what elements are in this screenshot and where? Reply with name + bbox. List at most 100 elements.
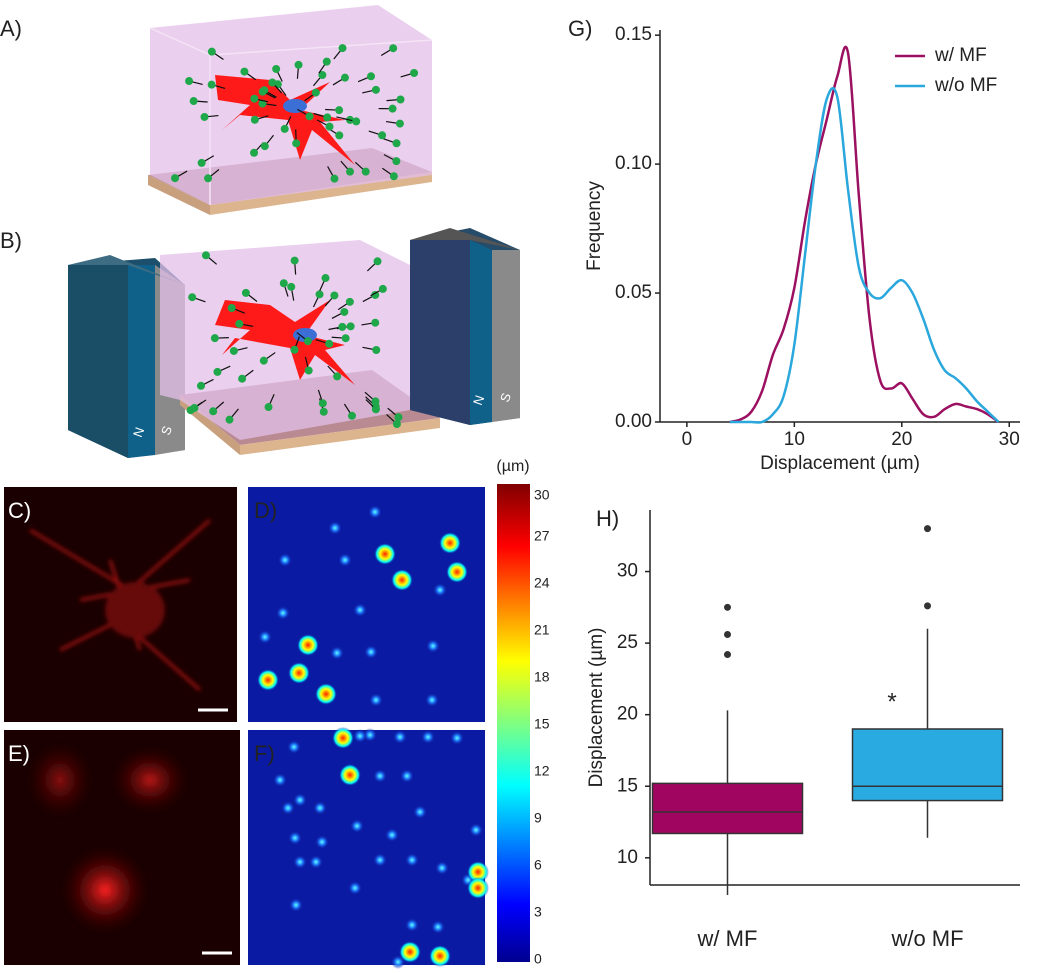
cell-image-e xyxy=(25,740,190,935)
colorbar-tick-label: 27 xyxy=(534,528,550,544)
y-tick-label: 0.15 xyxy=(615,24,652,45)
spot xyxy=(289,898,303,912)
particle xyxy=(280,124,289,133)
particle xyxy=(311,88,320,97)
y-tick-label: 25 xyxy=(617,632,638,653)
particle xyxy=(341,334,350,343)
particle xyxy=(197,158,206,167)
legend-label: w/ MF xyxy=(934,45,987,66)
particle xyxy=(264,403,273,412)
particle xyxy=(347,411,356,420)
y-tick-label: 30 xyxy=(617,561,638,582)
outlier xyxy=(924,602,931,610)
particle xyxy=(371,290,380,299)
particle xyxy=(346,167,355,176)
particle xyxy=(290,256,299,265)
particle xyxy=(171,174,180,183)
x-axis-label: Displacement (µm) xyxy=(760,453,920,474)
particle xyxy=(330,174,339,183)
x-tick-label: 0 xyxy=(682,429,693,450)
particle xyxy=(388,104,397,113)
spot xyxy=(435,861,449,875)
particle xyxy=(290,345,299,354)
spot xyxy=(338,553,352,567)
particle xyxy=(371,397,380,406)
spot xyxy=(425,693,439,707)
particle-dots xyxy=(171,44,419,429)
particle xyxy=(319,407,328,416)
panel-label: D) xyxy=(254,498,277,523)
spot xyxy=(373,853,387,867)
heatmap-spots xyxy=(257,505,489,969)
x-tick-label: 10 xyxy=(784,429,805,450)
spot xyxy=(276,606,290,620)
annotation: * xyxy=(887,688,896,715)
y-axis-label: Displacement (µm) xyxy=(586,628,607,788)
spot xyxy=(315,835,329,849)
particle xyxy=(250,115,259,124)
particle xyxy=(190,404,199,413)
particle xyxy=(367,72,376,81)
colorbar-tick-label: 30 xyxy=(534,487,550,503)
particle xyxy=(338,322,347,331)
spot xyxy=(421,730,435,744)
particle xyxy=(392,420,401,429)
y-tick-label: 15 xyxy=(617,775,638,796)
spot xyxy=(393,730,407,744)
particle xyxy=(201,251,210,260)
panel-label: E) xyxy=(8,741,30,766)
particle xyxy=(305,112,314,121)
spot xyxy=(287,740,301,754)
particle xyxy=(225,415,234,424)
spot xyxy=(369,693,383,707)
hot-spot xyxy=(429,945,451,967)
spot xyxy=(413,805,427,819)
hot-spot xyxy=(439,532,461,554)
particle xyxy=(372,345,381,354)
particle xyxy=(352,117,361,126)
panel-label: G) xyxy=(568,16,592,41)
hot-spot xyxy=(446,561,468,583)
particle xyxy=(210,334,219,343)
outlier xyxy=(724,603,731,611)
illustration-b xyxy=(68,228,520,458)
x-tick-label: 30 xyxy=(999,429,1020,450)
particle xyxy=(340,307,349,316)
panel-label: B) xyxy=(0,228,22,253)
particle xyxy=(188,293,197,302)
spot xyxy=(405,853,419,867)
hot-spot xyxy=(339,764,361,786)
hot-spot xyxy=(467,877,489,899)
particle xyxy=(340,73,349,82)
outlier xyxy=(724,631,731,639)
particle xyxy=(345,297,354,306)
colorbar-tick-label: 15 xyxy=(534,716,550,732)
particle xyxy=(185,77,194,86)
colorbar-tick-label: 6 xyxy=(534,857,542,873)
spot xyxy=(350,819,364,833)
particle xyxy=(335,106,344,115)
particle xyxy=(371,318,380,327)
hot-spot xyxy=(288,662,310,684)
particle xyxy=(322,57,331,66)
kde-line xyxy=(729,87,1000,424)
particle xyxy=(292,139,301,148)
hot-spot xyxy=(399,941,421,963)
particle xyxy=(361,167,370,176)
hot-spot xyxy=(467,861,489,883)
spot xyxy=(426,639,440,653)
spot xyxy=(400,769,414,783)
colorbar-tick-label: 0 xyxy=(534,951,542,967)
colorbar-tick-label: 18 xyxy=(534,669,550,685)
particle xyxy=(338,44,347,53)
y-tick-label: 0.00 xyxy=(615,411,652,432)
particle xyxy=(200,112,209,121)
particle xyxy=(213,367,222,376)
hot-spot xyxy=(374,543,396,565)
panel-label: C) xyxy=(8,498,31,523)
spot xyxy=(348,881,362,895)
particle xyxy=(250,148,259,157)
particle xyxy=(279,279,288,288)
particle xyxy=(259,356,268,365)
